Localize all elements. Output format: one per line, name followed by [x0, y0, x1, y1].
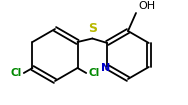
Text: OH: OH — [138, 1, 155, 11]
Text: Cl: Cl — [88, 68, 99, 78]
Text: N: N — [101, 63, 110, 73]
Text: S: S — [88, 22, 97, 35]
Text: Cl: Cl — [11, 68, 22, 78]
